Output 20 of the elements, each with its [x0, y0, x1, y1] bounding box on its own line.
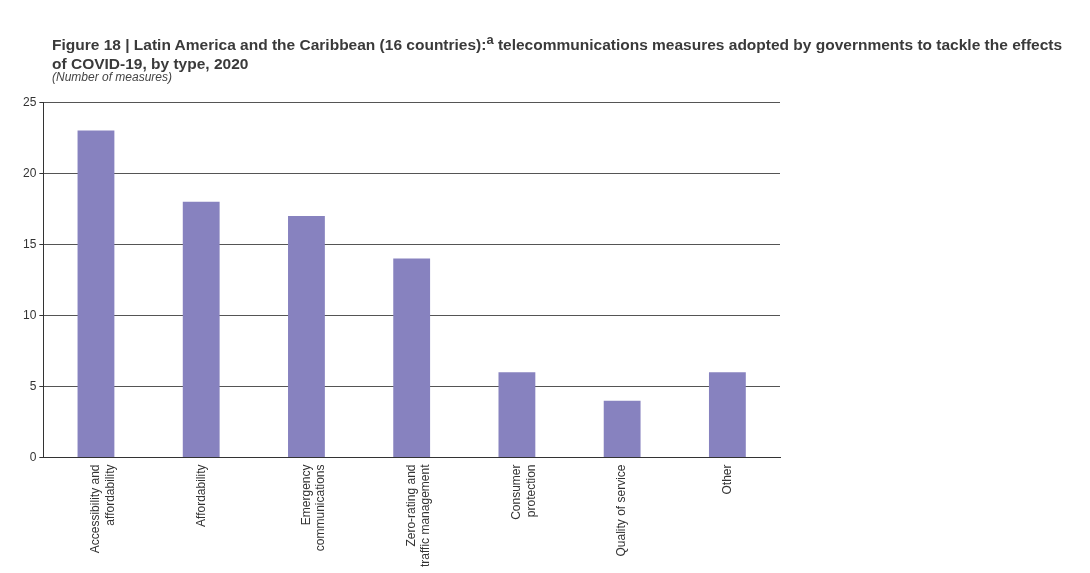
x-tick-label: Affordability — [193, 464, 208, 527]
y-tick-label: 20 — [22, 165, 37, 180]
x-tick-label: Accessibility and affordability — [88, 464, 117, 554]
bar — [603, 400, 641, 457]
x-tick-label: Consumer protection — [509, 464, 538, 520]
y-tick-label: 15 — [22, 236, 37, 251]
y-tick-label: 5 — [29, 378, 37, 393]
bar — [182, 201, 220, 457]
bar — [288, 215, 325, 457]
bar — [393, 258, 431, 457]
y-tick-label: 10 — [22, 307, 37, 322]
bar — [708, 372, 746, 457]
chart-title: Figure 18 | Latin America and the Caribbean (16 countries):$^{a}$ telecommunications measures adopted by governments to tackle the effects of COVID-19, by type, 2020 — [52, 32, 1063, 73]
y-tick-label: 0 — [29, 449, 37, 464]
x-tick-label: Emergency communications — [298, 464, 328, 552]
x-tick-label: Quality of service — [614, 464, 629, 557]
x-tick-label: Other — [719, 464, 734, 495]
bar — [498, 372, 536, 457]
bar — [77, 130, 115, 457]
y-tick-label: 25 — [22, 94, 37, 109]
